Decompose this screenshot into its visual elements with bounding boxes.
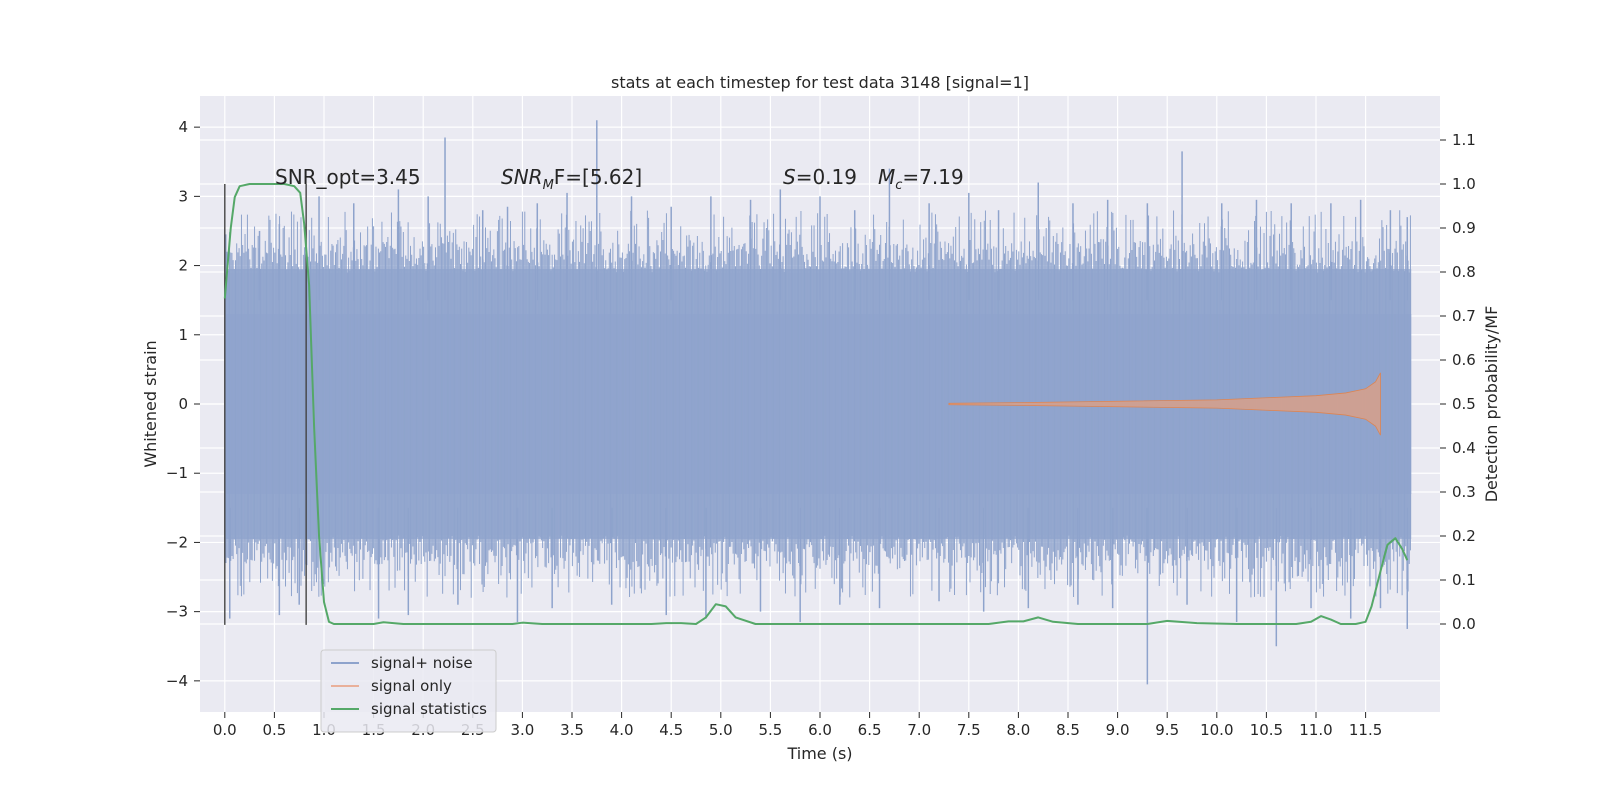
x-tick-label: 3.5 [560, 721, 584, 739]
annotation-snr-mf-sub: M [543, 178, 554, 193]
y-right-tick-label: 1.0 [1452, 175, 1476, 193]
x-tick-label: 11.5 [1349, 721, 1382, 739]
legend-label-signal-noise: signal+ noise [371, 654, 473, 672]
y-tick-label: 1 [178, 326, 188, 344]
y-axis-right-ticks: 0.0 0.1 0.2 0.3 0.4 0.5 0.6 0.7 0.8 0.9 1.0 1.1 [1440, 131, 1476, 633]
y-right-tick-label: 0.2 [1452, 527, 1476, 545]
y-right-tick-label: 0.0 [1452, 615, 1476, 633]
x-tick-label: 7.5 [957, 721, 981, 739]
y-right-tick-label: 0.1 [1452, 571, 1476, 589]
y-axis-right-label: Detection probability/MF [1482, 306, 1501, 503]
y-right-tick-label: 1.1 [1452, 131, 1476, 149]
x-tick-label: 9.5 [1155, 721, 1179, 739]
y-right-tick-label: 0.6 [1452, 351, 1476, 369]
annotation-snr-mf-rest: F=[5.62] [554, 165, 642, 189]
y-right-tick-label: 0.5 [1452, 395, 1476, 413]
x-tick-label: 7.0 [907, 721, 931, 739]
y-tick-label: −2 [166, 533, 188, 551]
annotation-snr-mf: SNRMF=[5.62] [501, 165, 642, 193]
annotation-snr-mf-main: SNR [501, 165, 543, 189]
x-axis-label: Time (s) [786, 744, 852, 763]
y-axis-ticks: 4 3 2 1 0 −1 −2 −3 −4 [166, 118, 200, 690]
x-tick-label: 10.0 [1200, 721, 1233, 739]
legend-label-signal-statistics: signal statistics [371, 700, 487, 718]
annotation-mc-main: M [878, 165, 895, 189]
y-tick-label: −4 [166, 672, 188, 690]
y-tick-label: 0 [178, 395, 188, 413]
x-tick-label: 0.5 [262, 721, 286, 739]
signal-only-series [948, 372, 1381, 436]
chart-title: stats at each timestep for test data 314… [611, 73, 1029, 92]
y-right-tick-label: 0.7 [1452, 307, 1476, 325]
y-axis-label: Whitened strain [141, 340, 160, 467]
annotation-s: S=0.19 [783, 165, 857, 189]
signal-statistics-line [223, 183, 1409, 625]
x-tick-label: 9.0 [1106, 721, 1130, 739]
y-tick-label: −1 [166, 464, 188, 482]
annotation-s-rest: =0.19 [796, 165, 857, 189]
annotation-mc-rest: =7.19 [902, 165, 963, 189]
x-tick-label: 5.5 [758, 721, 782, 739]
x-tick-label: 0.0 [213, 721, 237, 739]
legend-box [320, 649, 497, 733]
annotation-s-main: S [783, 165, 796, 189]
annotation-mc: Mc=7.19 [878, 165, 964, 193]
x-tick-label: 6.0 [808, 721, 832, 739]
annotation-mc-sub: c [895, 178, 902, 193]
y-right-tick-label: 0.8 [1452, 263, 1476, 281]
x-tick-label: 6.5 [858, 721, 882, 739]
y-right-tick-label: 0.3 [1452, 483, 1476, 501]
x-tick-label: 4.5 [659, 721, 683, 739]
y-right-tick-label: 0.9 [1452, 219, 1476, 237]
signal-only-envelope [948, 372, 1381, 436]
x-tick-label: 10.5 [1250, 721, 1283, 739]
legend-label-signal-only: signal only [371, 677, 452, 695]
y-tick-label: −3 [166, 603, 188, 621]
x-tick-label: 8.0 [1006, 721, 1030, 739]
x-tick-label: 8.5 [1056, 721, 1080, 739]
y-right-tick-label: 0.4 [1452, 439, 1476, 457]
x-tick-label: 11.0 [1299, 721, 1332, 739]
x-tick-label: 4.0 [610, 721, 634, 739]
y-tick-label: 4 [178, 118, 188, 136]
y-tick-label: 2 [178, 257, 188, 275]
legend: signal+ noise signal only signal statist… [320, 649, 497, 733]
x-tick-label: 3.0 [510, 721, 534, 739]
y-tick-label: 3 [178, 187, 188, 205]
annotation-snr-opt: SNR_opt=3.45 [275, 165, 421, 189]
signal-statistics-series [223, 183, 1409, 625]
x-tick-label: 5.0 [709, 721, 733, 739]
